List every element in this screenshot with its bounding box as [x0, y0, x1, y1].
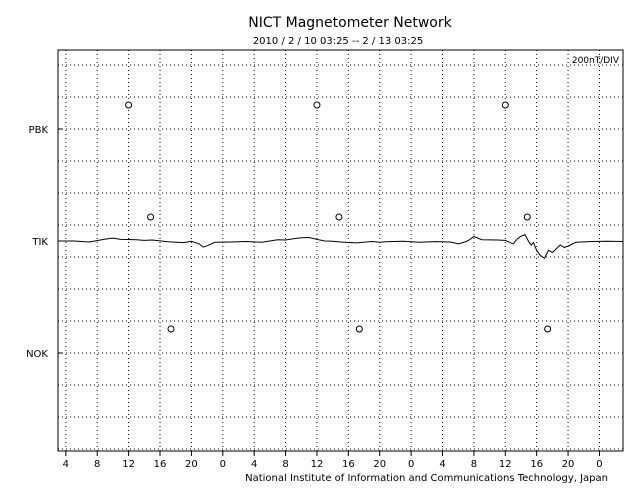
station-label: NOK	[26, 349, 48, 360]
time-marker	[501, 101, 509, 109]
time-marker	[125, 101, 133, 109]
scale-label: 200nT/DIV	[572, 56, 620, 66]
time-marker	[335, 213, 343, 221]
x-tick-label: 12	[311, 459, 324, 470]
time-marker	[313, 101, 321, 109]
time-marker	[544, 325, 552, 333]
time-marker	[523, 213, 531, 221]
plot-frame	[57, 49, 624, 452]
x-tick-label: 4	[439, 459, 445, 470]
x-tick-label: 4	[251, 459, 257, 470]
time-marker	[167, 325, 175, 333]
time-marker	[355, 325, 363, 333]
x-tick-label: 8	[94, 459, 100, 470]
x-tick-label: 16	[154, 459, 167, 470]
x-tick-label: 20	[373, 459, 386, 470]
x-tick-label: 16	[530, 459, 543, 470]
time-marker	[147, 213, 155, 221]
chart-title: NICT Magnetometer Network	[248, 15, 452, 31]
x-tick-label: 12	[499, 459, 512, 470]
credit-text: National Institute of Information and Co…	[245, 473, 608, 484]
x-tick-label: 20	[185, 459, 198, 470]
station-label: PBK	[29, 125, 49, 136]
x-tick-label: 0	[220, 459, 226, 470]
x-tick-label: 20	[562, 459, 575, 470]
x-tick-label: 8	[282, 459, 288, 470]
x-tick-label: 4	[63, 459, 69, 470]
x-tick-label: 0	[596, 459, 602, 470]
series-line-tik	[58, 233, 624, 260]
station-label: TIK	[31, 237, 48, 248]
x-tick-label: 8	[471, 459, 477, 470]
x-tick-label: 12	[122, 459, 135, 470]
x-tick-label: 0	[408, 459, 414, 470]
chart-subtitle: 2010 / 2 / 10 03:25 -- 2 / 13 03:25	[253, 36, 423, 47]
grid	[58, 50, 623, 451]
x-tick-label: 16	[342, 459, 355, 470]
